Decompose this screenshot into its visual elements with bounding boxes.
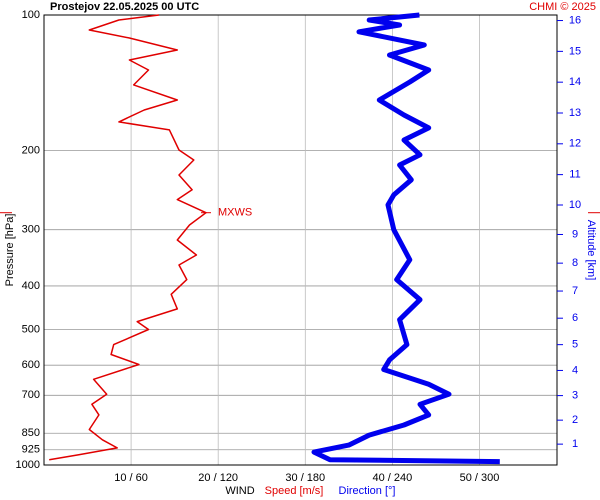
y-tick-label: 500 xyxy=(22,323,40,335)
y2-tick-label: 4 xyxy=(572,364,578,376)
y-tick-label: 600 xyxy=(22,359,40,371)
x-tick-label: 20 / 120 xyxy=(198,472,238,484)
y2-axis-label: Altitude [km] xyxy=(585,220,597,281)
series-line xyxy=(311,12,500,465)
y-tick-label: 700 xyxy=(22,389,40,401)
chart-title: Prostejov 22.05.2025 00 UTC xyxy=(50,1,199,13)
y2-tick-label: 8 xyxy=(572,257,578,269)
y2-tick-label: 5 xyxy=(572,339,578,351)
y2-tick-label: 14 xyxy=(569,76,581,88)
x-tick-label: 40 / 240 xyxy=(373,472,413,484)
legend-speed: Speed [m/s] xyxy=(265,485,324,497)
y2-tick-label: 10 xyxy=(569,199,581,211)
y-tick-label: 1000 xyxy=(16,459,40,471)
legend-direction: Direction [°] xyxy=(339,485,396,497)
y2-tick-label: 3 xyxy=(572,390,578,402)
y2-tick-label: 13 xyxy=(569,107,581,119)
x-tick-label: 30 / 180 xyxy=(285,472,325,484)
credit: CHMI © 2025 xyxy=(529,1,596,13)
y-axis-label: Pressure [hPa] xyxy=(4,214,16,287)
x-tick-label: 50 / 300 xyxy=(460,472,500,484)
y-tick-label: 300 xyxy=(22,224,40,236)
x-tick-label: 10 / 60 xyxy=(114,472,148,484)
y-tick-label: 925 xyxy=(22,444,40,456)
x-axis-label: WIND xyxy=(225,485,254,497)
y-tick-label: 850 xyxy=(22,427,40,439)
y-tick-label: 400 xyxy=(22,280,40,292)
y2-tick-label: 16 xyxy=(569,14,581,26)
mxws-label: MXWS xyxy=(218,207,252,219)
y2-tick-label: 11 xyxy=(569,169,580,181)
plot-frame xyxy=(43,14,558,466)
series-line xyxy=(49,14,207,461)
y2-tick-label: 1 xyxy=(572,438,578,450)
y-tick-label: 200 xyxy=(22,144,40,156)
y2-tick-label: 9 xyxy=(572,228,578,240)
y-tick-label: 100 xyxy=(22,9,40,21)
y2-tick-label: 7 xyxy=(572,285,578,297)
y2-tick-label: 12 xyxy=(569,138,581,150)
y2-tick-label: 2 xyxy=(572,414,578,426)
y2-tick-label: 6 xyxy=(572,312,578,324)
y2-tick-label: 15 xyxy=(569,45,581,57)
